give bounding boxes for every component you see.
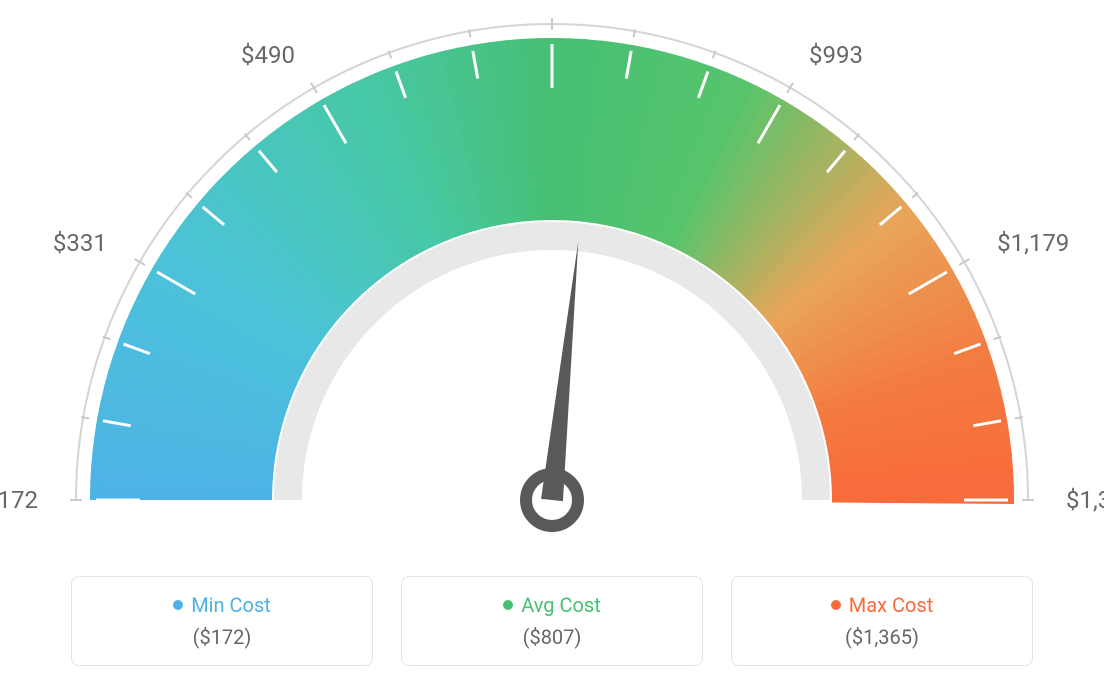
legend-max-label: Max Cost	[849, 593, 934, 617]
legend-max-header: Max Cost	[831, 593, 934, 617]
gauge-area: $172$331$490$807$993$1,179$1,365	[0, 0, 1104, 560]
legend-avg-value: ($807)	[523, 625, 582, 649]
gauge-tick-label: $993	[809, 41, 863, 69]
legend-row: Min Cost ($172) Avg Cost ($807) Max Cost…	[0, 576, 1104, 666]
gauge-svg	[0, 0, 1104, 560]
legend-max-value: ($1,365)	[845, 625, 919, 649]
legend-min-label: Min Cost	[191, 593, 271, 617]
gauge-tick-label: $172	[0, 486, 38, 514]
legend-card-avg: Avg Cost ($807)	[401, 576, 703, 666]
legend-min-header: Min Cost	[173, 593, 271, 617]
legend-card-min: Min Cost ($172)	[71, 576, 373, 666]
legend-max-dot	[831, 600, 841, 610]
legend-avg-dot	[503, 600, 513, 610]
legend-avg-header: Avg Cost	[503, 593, 601, 617]
gauge-tick-label: $1,365	[1066, 486, 1104, 514]
legend-card-max: Max Cost ($1,365)	[731, 576, 1033, 666]
legend-min-value: ($172)	[193, 625, 252, 649]
gauge-tick-label: $1,179	[997, 229, 1069, 257]
gauge-tick-label: $331	[53, 229, 107, 257]
gauge-chart-container: $172$331$490$807$993$1,179$1,365 Min Cos…	[0, 0, 1104, 690]
legend-min-dot	[173, 600, 183, 610]
legend-avg-label: Avg Cost	[521, 593, 601, 617]
gauge-tick-label: $490	[241, 41, 295, 69]
